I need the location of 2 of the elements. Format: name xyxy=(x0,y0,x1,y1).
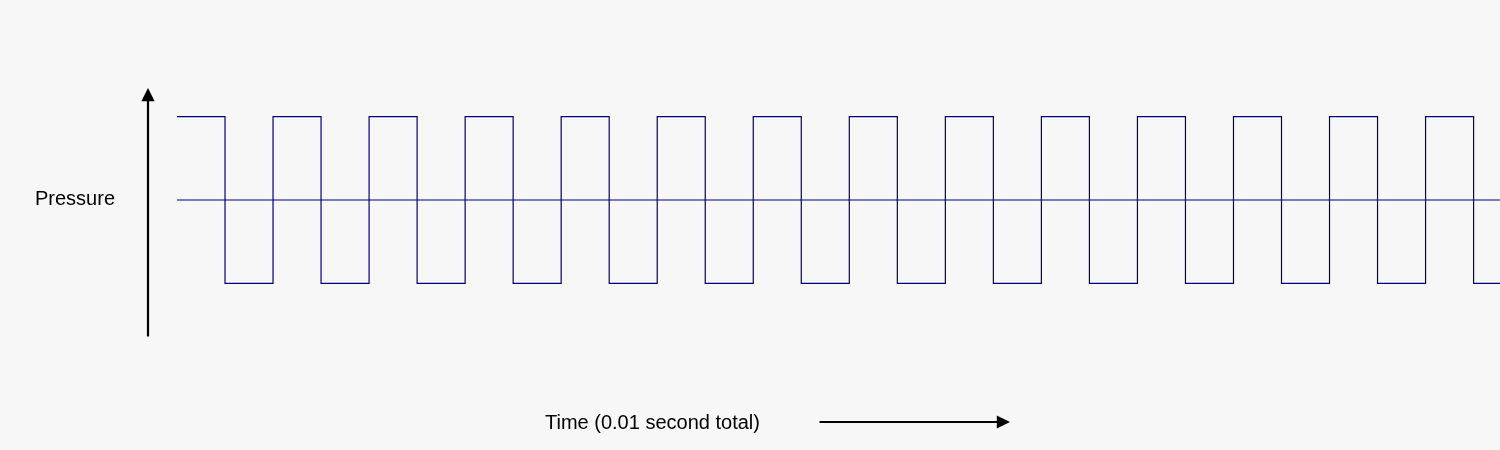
text: Time (0.01 second total) xyxy=(545,411,760,433)
y-axis-title: Pressure xyxy=(35,187,116,209)
